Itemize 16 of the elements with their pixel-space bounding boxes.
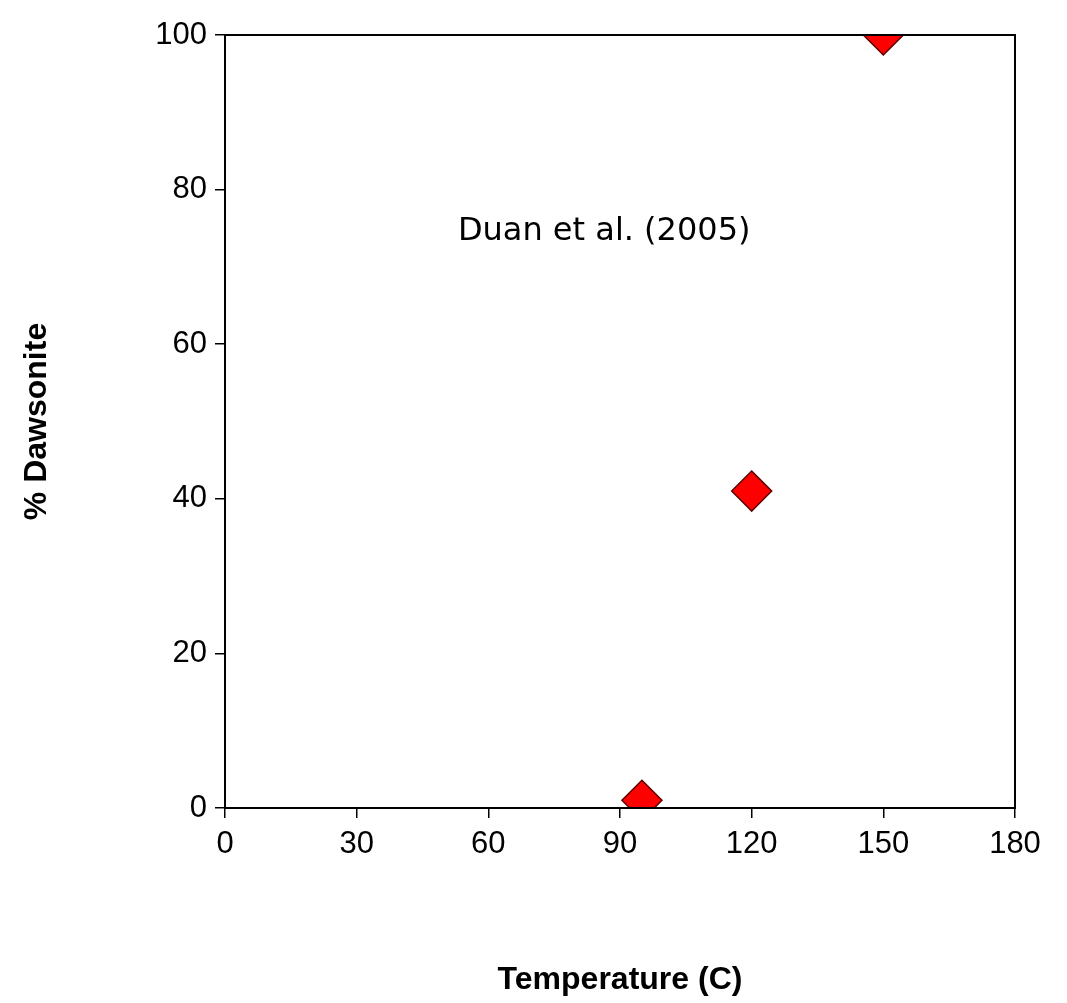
y-tick-label: 80 — [172, 170, 207, 206]
y-tick-label: 60 — [172, 324, 207, 360]
y-tick-label: 0 — [189, 788, 207, 824]
x-tick-label: 180 — [989, 825, 1041, 861]
y-tick-label: 20 — [172, 633, 207, 669]
x-tick-label: 90 — [602, 825, 638, 861]
annotation: Duan et al. (2005) — [457, 210, 751, 249]
x-tick-label: 60 — [471, 825, 506, 861]
x-axis-title: Temperature (C) — [497, 959, 743, 996]
x-tick-label: 30 — [339, 825, 374, 861]
x-tick-label: 0 — [216, 825, 234, 861]
y-tick-label: 40 — [172, 479, 207, 515]
y-axis-title: % Dawsonite — [17, 322, 54, 521]
y-tick-label: 100 — [155, 15, 207, 51]
x-tick-label: 120 — [725, 825, 778, 861]
x-tick-label: 150 — [857, 825, 910, 861]
